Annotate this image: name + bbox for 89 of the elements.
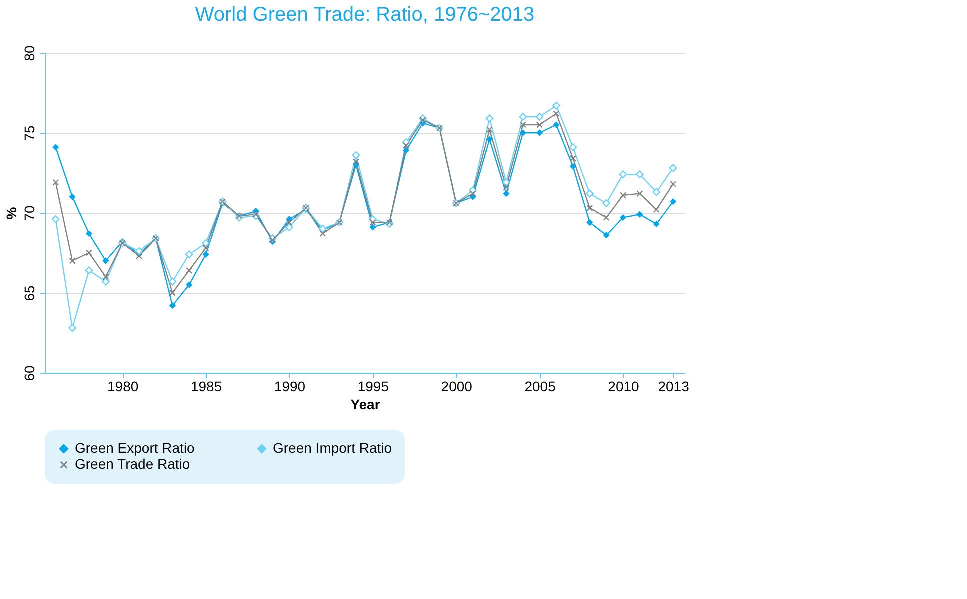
- point: [486, 126, 494, 134]
- point: [569, 143, 578, 152]
- point: [503, 190, 510, 198]
- point: [486, 114, 494, 123]
- point: [202, 239, 210, 248]
- point: [586, 219, 594, 226]
- y-tick-label: 60: [22, 366, 38, 382]
- x-tick-label: 1995: [358, 378, 390, 394]
- point: [536, 130, 544, 136]
- point: [85, 266, 94, 275]
- point: [86, 230, 93, 238]
- point: [69, 194, 76, 200]
- point: [570, 163, 577, 170]
- point: [653, 220, 660, 228]
- point: [403, 142, 410, 150]
- x-tick-label: 1990: [274, 378, 306, 394]
- point: [186, 267, 193, 274]
- point: [553, 122, 560, 128]
- point: [352, 158, 360, 166]
- point: [636, 190, 644, 198]
- point: [669, 164, 678, 172]
- point: [486, 136, 494, 143]
- point: [202, 251, 210, 258]
- point: [470, 190, 476, 198]
- x-tick-label: 1985: [190, 378, 222, 394]
- point: [168, 278, 177, 286]
- point: [86, 250, 93, 256]
- point: [202, 244, 210, 252]
- point: [570, 155, 576, 162]
- point: [402, 147, 410, 154]
- point: [536, 113, 544, 121]
- point: [652, 188, 661, 196]
- point: [653, 206, 660, 214]
- point: [619, 170, 628, 179]
- x-axis-title: Year: [350, 396, 381, 412]
- point: [286, 219, 293, 226]
- point: [370, 224, 376, 231]
- point: [320, 230, 326, 238]
- point: [352, 151, 360, 160]
- x-tick-label: 2005: [524, 378, 556, 394]
- point: [586, 204, 594, 212]
- x-tick-label: 1980: [108, 378, 139, 394]
- point: [536, 122, 544, 128]
- point: [186, 282, 193, 288]
- point: [502, 178, 510, 187]
- point: [169, 302, 176, 310]
- point: [602, 199, 611, 208]
- point: [553, 110, 560, 118]
- point: [503, 184, 510, 191]
- point: [586, 190, 594, 198]
- x-tick-label: 2010: [608, 378, 640, 394]
- y-tick-label: 70: [22, 206, 38, 222]
- point: [636, 170, 644, 179]
- point: [169, 290, 176, 296]
- chart-title: World Green Trade: Ratio, 1976~2013: [195, 4, 535, 26]
- y-tick-label: 65: [22, 286, 38, 302]
- point: [102, 274, 110, 280]
- y-tick-label: 75: [22, 126, 38, 142]
- point: [603, 214, 610, 222]
- point: [68, 324, 76, 332]
- point: [620, 192, 627, 199]
- legend-label: Green Trade Ratio: [75, 456, 190, 472]
- point: [620, 214, 627, 222]
- point: [520, 122, 526, 128]
- point: [252, 211, 260, 218]
- x-tick-label: 2000: [441, 378, 473, 394]
- point: [102, 278, 110, 286]
- point: [603, 232, 610, 239]
- point: [52, 179, 60, 186]
- legend-label: Green Export Ratio: [75, 440, 196, 456]
- point: [520, 130, 526, 136]
- point: [52, 144, 60, 151]
- point: [286, 223, 294, 232]
- y-axis-title: %: [4, 206, 20, 220]
- point: [370, 219, 376, 226]
- point: [519, 113, 528, 121]
- point: [670, 180, 677, 188]
- point: [636, 211, 644, 218]
- point: [552, 102, 560, 110]
- legend-label: Green Import Ratio: [273, 440, 392, 456]
- point: [420, 116, 426, 124]
- point: [185, 250, 194, 259]
- y-tick-label: 80: [22, 46, 38, 62]
- x-tick-label: 2013: [658, 378, 690, 394]
- point: [69, 258, 76, 264]
- point: [52, 215, 60, 224]
- point: [135, 247, 144, 256]
- point: [670, 198, 677, 206]
- point: [102, 258, 110, 264]
